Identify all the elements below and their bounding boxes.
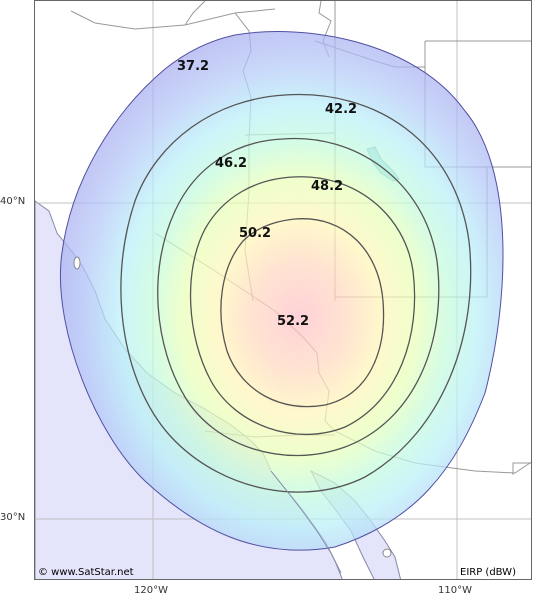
lon-label-110w: 110°W xyxy=(438,585,472,596)
contour-label-52: 52.2 xyxy=(277,314,309,329)
contour-label-46: 46.2 xyxy=(215,156,247,171)
island xyxy=(382,548,392,558)
beam-footprint-fill xyxy=(59,31,504,551)
contour-labels: 37.2 42.2 46.2 48.2 50.2 52.2 xyxy=(177,59,357,329)
contour-48 xyxy=(189,176,416,436)
contour-42 xyxy=(120,93,472,493)
baja-coast xyxy=(270,470,342,574)
map-frame: 37.2 42.2 46.2 48.2 50.2 52.2 xyxy=(34,0,532,580)
contour-label-37: 37.2 xyxy=(177,59,209,74)
contour-label-42: 42.2 xyxy=(325,102,357,117)
lat-label-40n: 40°N xyxy=(0,196,26,207)
lat-label-30n: 30°N xyxy=(0,512,26,523)
contour-50 xyxy=(220,218,385,408)
contour-label-48: 48.2 xyxy=(311,179,343,194)
contour-label-50: 50.2 xyxy=(239,226,271,241)
lon-label-120w: 120°W xyxy=(134,585,168,596)
eirp-map: 37.2 42.2 46.2 48.2 50.2 52.2 xyxy=(35,1,531,579)
island xyxy=(73,256,81,270)
copyright-text: © www.SatStar.net xyxy=(38,567,134,578)
contour-lines xyxy=(120,93,472,493)
units-label: EIRP (dBW) xyxy=(460,567,516,578)
contour-46 xyxy=(157,137,440,457)
